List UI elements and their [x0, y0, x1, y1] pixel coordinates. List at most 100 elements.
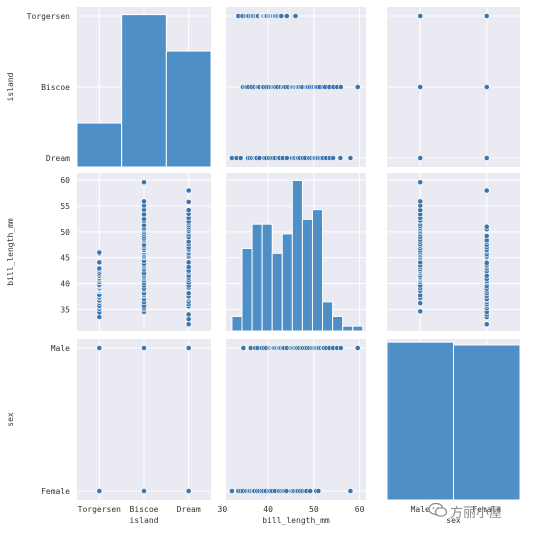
scatter-point [315, 488, 322, 494]
x-tick-label: Male [411, 505, 430, 514]
y-axis-label: bill_length_mm [6, 218, 15, 286]
scatter-point [337, 84, 344, 90]
scatter-point [354, 345, 361, 351]
x-tick-label: 30 [218, 505, 228, 514]
scatter-point [141, 198, 147, 205]
scatter-point [483, 84, 490, 90]
scatter-point [185, 199, 192, 205]
scatter-point [237, 155, 244, 161]
histogram-bar [241, 247, 253, 332]
histogram-bar [291, 180, 303, 332]
histogram-bar [386, 341, 454, 501]
wechat-icon [428, 502, 448, 517]
histogram-bar [352, 325, 364, 332]
histogram-bar [311, 209, 324, 332]
scatter-point [283, 13, 290, 19]
watermark-text: 方丽小屋 [450, 506, 503, 521]
scatter-point [483, 155, 490, 161]
scatter-point [417, 198, 424, 205]
scatter-point [337, 345, 344, 351]
histogram-bar [301, 218, 313, 332]
scatter-point [347, 488, 354, 494]
x-tick-label: Dream [177, 505, 201, 514]
histogram-bar [251, 223, 263, 332]
x-axis-label: bill_length_mm [262, 516, 330, 525]
scatter-point [417, 155, 424, 161]
scatter-point [185, 488, 192, 494]
x-tick-label: Female [472, 505, 501, 514]
scatter-point [141, 345, 147, 351]
scatter-point [185, 290, 192, 297]
histogram-bar [231, 315, 243, 332]
histogram-bar [332, 315, 344, 332]
histogram-bar [121, 14, 167, 168]
y-tick-label: 35 [60, 305, 70, 314]
histogram-bar [76, 122, 123, 168]
y-axis-label: sex [6, 412, 15, 427]
y-tick-label: 60 [60, 176, 70, 185]
x-tick-label: 50 [309, 505, 319, 514]
x-tick-label: 40 [263, 505, 273, 514]
scatter-point [483, 13, 490, 19]
watermark: 方丽小屋 [426, 498, 530, 524]
scatter-point [330, 155, 336, 161]
scatter-point [417, 84, 424, 90]
scatter-point [256, 155, 263, 161]
scatter-point [417, 300, 424, 307]
scatter-point [185, 187, 192, 194]
y-axis-label: island [6, 72, 15, 101]
scatter-point [483, 187, 490, 194]
histogram-bar [261, 223, 273, 332]
scatter-point [185, 321, 192, 328]
scatter-point [283, 488, 290, 494]
scatter-point [96, 488, 103, 494]
scatter-point [185, 207, 192, 214]
y-tick-label: 50 [60, 228, 70, 237]
panel-r1-c2 [387, 173, 520, 331]
scatter-point [229, 488, 235, 494]
y-tick-label: 45 [60, 254, 70, 263]
x-tick-label: Biscoe [130, 505, 159, 514]
scatter-point [417, 13, 424, 19]
x-tick-label: Torgersen [78, 505, 122, 514]
panel-r2-c1 [226, 339, 366, 500]
scatter-point [417, 179, 424, 186]
scatter-point [347, 155, 354, 161]
scatter-point [141, 488, 147, 494]
scatter-point [483, 321, 490, 328]
x-axis-label: island [130, 516, 159, 525]
scatter-point [240, 345, 247, 351]
y-tick-label: 40 [60, 279, 70, 288]
scatter-point [483, 233, 490, 239]
histogram-bar [165, 50, 212, 168]
scatter-point [96, 249, 103, 256]
scatter-point [483, 223, 490, 230]
histogram-bar [322, 301, 334, 332]
scatter-point [96, 259, 103, 266]
y-tick-label: Torgersen [27, 12, 71, 21]
scatter-point [185, 311, 192, 318]
scatter-point [283, 155, 290, 161]
scatter-point [417, 308, 424, 315]
y-tick-label: Dream [46, 154, 70, 163]
scatter-point [185, 345, 192, 351]
scatter-point [96, 345, 103, 351]
histogram-bar [271, 252, 283, 332]
scatter-point [337, 155, 344, 161]
scatter-point [354, 84, 361, 90]
scatter-point [278, 13, 285, 19]
y-tick-label: Biscoe [41, 83, 70, 92]
scatter-point [141, 179, 147, 186]
y-tick-label: Female [41, 487, 70, 496]
x-axis-label: sex [446, 516, 461, 525]
scatter-point [185, 259, 192, 266]
scatter-point [483, 259, 490, 266]
scatter-point [292, 13, 299, 19]
scatter-point [307, 488, 314, 494]
histogram-bar [342, 325, 354, 332]
y-tick-label: Male [51, 344, 70, 353]
histogram-bar [453, 344, 521, 501]
y-tick-label: 55 [60, 202, 70, 211]
x-tick-label: 60 [355, 505, 365, 514]
